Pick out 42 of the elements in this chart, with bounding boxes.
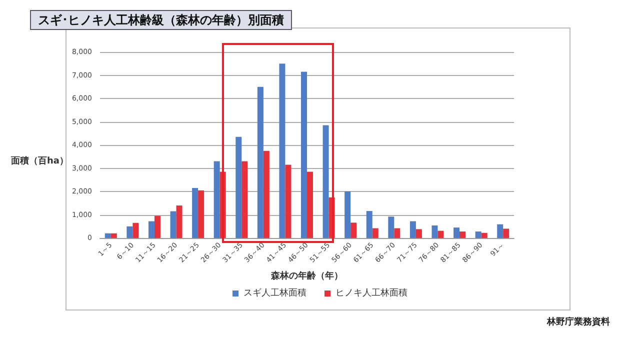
- bar: [366, 211, 372, 238]
- x-axis-title: 森林の年齢（年）: [270, 270, 343, 282]
- bar: [176, 205, 182, 238]
- bar: [214, 161, 220, 238]
- bar: [301, 72, 307, 238]
- bar: [497, 224, 504, 238]
- bar: [388, 216, 394, 238]
- bar: [126, 226, 133, 238]
- bar: [192, 188, 198, 238]
- bar: [285, 164, 292, 238]
- bar: [132, 222, 139, 238]
- bar: [394, 228, 400, 238]
- bar: [279, 64, 286, 238]
- bar: [503, 228, 510, 238]
- bar: [432, 225, 438, 238]
- bar: [263, 150, 270, 238]
- bar: [110, 233, 117, 238]
- bar: [454, 228, 460, 238]
- bar: [154, 216, 160, 238]
- legend-label: ヒノキ人工林面積: [336, 288, 408, 298]
- text: 林野庁業務資料: [546, 316, 610, 328]
- bar: [236, 136, 242, 238]
- bar: [481, 232, 488, 238]
- bar: [104, 233, 111, 238]
- bar: [410, 221, 416, 238]
- bar: [372, 228, 378, 238]
- bar: [170, 211, 176, 238]
- bar: [257, 86, 264, 238]
- bar: [416, 229, 422, 238]
- chart-title: スギ･ヒノキ人工林齢級（森林の年齢）別面積: [38, 13, 284, 27]
- bar: [475, 231, 482, 238]
- bar: [344, 192, 351, 238]
- bar: [307, 172, 313, 238]
- bar: [350, 222, 357, 238]
- bar: [322, 125, 329, 238]
- bar: [242, 161, 248, 238]
- legend-label: スギ人工林面積: [244, 288, 306, 298]
- bar: [198, 190, 204, 238]
- bar: [460, 231, 466, 238]
- y-axis-title: 面積（百ha）: [10, 156, 68, 166]
- bar: [438, 230, 444, 238]
- bar: [148, 221, 154, 238]
